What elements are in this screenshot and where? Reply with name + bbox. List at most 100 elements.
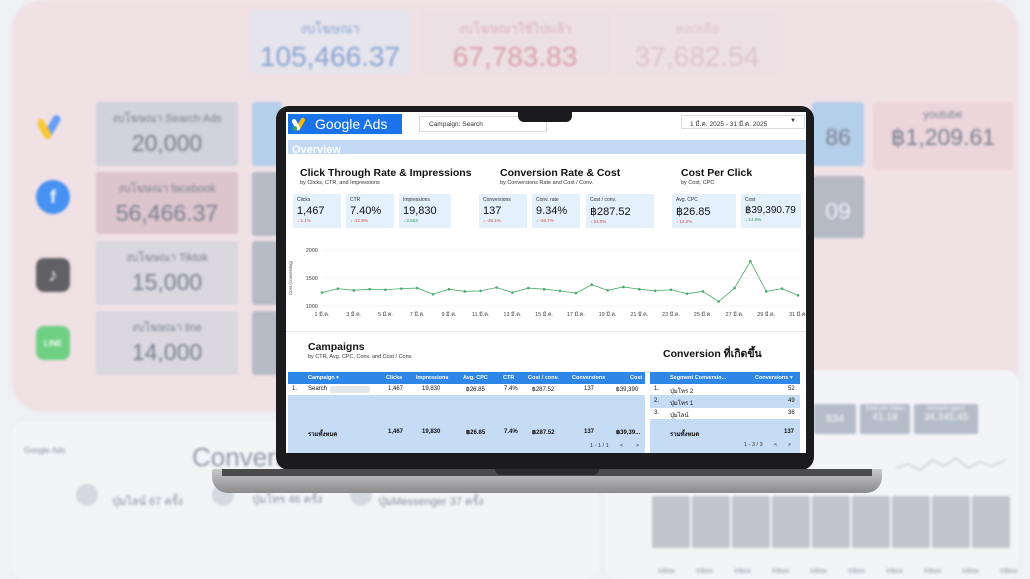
bg-partial-card: 86 [812,102,864,166]
total-ctr: 7.4% [504,429,518,435]
pager-prev-icon[interactable]: < [774,442,778,448]
bg-inbox-label: Inbox [848,568,866,575]
data-point [558,289,562,293]
bg-inbox-label: Inbox [696,568,714,575]
bg-stat-tile: Cost per Inbox 41.18 [860,404,910,434]
bg-top-card: คงเหลือ 37,682.54 [617,10,777,74]
data-point [653,289,657,293]
date-range-picker[interactable]: 1 มี.ค. 2025 - 31 มี.ค. 2025 ▼ [681,115,805,129]
table-row[interactable]: 1. ปุ่มโทร 2 52 [650,384,800,395]
bg-conversion-item: ปุ่มไลน์ 67 ครั้ง [112,496,184,508]
kpi-label: Impressions [403,197,430,203]
bg-platform-card-label: งบโฆษณา Tiktok [125,252,209,264]
kpi-label: Cost [745,197,756,203]
data-point [796,294,800,297]
data-point [733,286,736,290]
x-tick-label: 21 มี.ค. [630,311,648,318]
cell-impressions: 19,830 [422,386,441,392]
kpi-card[interactable]: Conversions 137 ↓ -35.1% [479,194,527,228]
campaign-filter-dropdown[interactable]: Campaign: Search [419,116,547,132]
bg-photo [892,496,930,548]
data-point [447,287,451,291]
google-ads-brand-text: Google Ads [315,116,388,132]
bg-stat-value: 834 [825,413,845,425]
table-row[interactable]: 2. ปุ่มโทร 1 49 [650,396,800,407]
bg-platform-card: งบโฆษณา line 14,000 [96,311,238,375]
cell-cost: ฿39,390 [616,387,639,393]
data-point [336,287,340,290]
total-cost-conv: ฿287.52 [532,430,555,436]
kpi-card[interactable]: Impressions 19,830 ↓ 2,563 [399,194,451,228]
data-point [352,289,356,292]
bg-partial-value: 09 [825,198,851,224]
data-point [495,286,498,289]
cell-avg-cpc: ฿26.85 [466,387,485,393]
bg-platform-card: งบโฆษณา Search Ads 20,000 [96,102,238,166]
table-row[interactable]: 1. Search 1,467 19,830 ฿26.85 7.4% ฿287.… [288,384,645,395]
bg-top-card-value: 37,682.54 [634,41,760,72]
row-index: 2. [654,398,660,404]
bg-stat-label: Amount spent [927,406,965,412]
total-clicks: 1,467 [388,429,404,435]
x-tick-label: 7 มี.ค. [410,311,425,318]
bg-photo [972,496,1010,548]
bg-partial-card: 09 [812,176,864,238]
bg-stat-tile: Amount spent 34,345.45 [914,404,978,434]
data-point [717,300,720,303]
overview-label: Overview [292,144,341,156]
kpi-card[interactable]: Cost ฿39,390.79 ↓ 14.5% [741,194,801,228]
column-header-conversions[interactable]: Conversions ▾ [755,375,793,381]
redacted-block [330,386,370,393]
pager-next-icon[interactable]: > [788,442,792,448]
column-header-conversions[interactable]: Conversions [572,375,606,381]
pager-next-icon[interactable]: > [636,443,640,449]
kpi-card[interactable]: Avg. CPC ฿26.85 ↓ 12.2% [672,194,736,228]
kpi-delta: ↓ -26.7% [536,218,554,223]
bg-stat-label: Cost per Inbox [865,406,905,412]
column-header-avg-cpc[interactable]: Avg. CPC [463,375,488,381]
bg-partial-value: 86 [825,124,851,150]
bg-inbox-label: Inbox [1000,568,1018,575]
bg-top-card-label: คงเหลือ [675,21,719,36]
bg-inbox-label: Inbox [886,568,904,575]
bg-platform-card-label: งบโฆษณา line [131,322,203,334]
column-header-ctr[interactable]: CTR [503,375,515,381]
ctr-section-subtitle: by Clicks, CTR, and Impressions [300,180,380,186]
column-header-impressions[interactable]: Impressions [416,375,449,381]
cell-ctr: 7.4% [504,386,518,392]
conv-section-subtitle: by Conversions Rate and Cost / Conv. [500,180,594,186]
bg-platform-card-value: 56,466.37 [115,200,219,226]
kpi-label: Conv. rate [536,197,559,203]
pager-prev-icon[interactable]: < [620,443,624,449]
kpi-delta: ↓ 12.2% [676,219,693,224]
column-header-cost[interactable]: Cost [630,375,643,381]
column-header-segment[interactable]: Segment Conversio... [670,375,727,381]
kpi-card[interactable]: Conv. rate 9.34% ↓ -26.7% [532,194,580,228]
column-header-campaign[interactable]: Campaign ▾ [308,375,339,381]
table-row[interactable]: 3. ปุ่มไลน์ 36 [650,408,800,419]
bg-top-card-label: งบโฆษณาใช้ไปแล้ว [458,21,572,36]
kpi-label: Cost / conv. [590,197,617,203]
series-line [321,260,799,303]
cost-trend-line-chart[interactable]: 2000 1500 1000 Cost (converting) 1 มี.ค. 3 มี… [286,240,806,320]
kpi-label: Avg. CPC [676,197,698,203]
section-divider [286,331,806,332]
data-point [780,287,784,290]
column-header-cost-conv[interactable]: Cost / conv. [528,375,559,381]
bg-platform-card-value: 20,000 [131,130,203,156]
segment-name: ปุ่มไลน์ [670,413,689,419]
data-point [638,287,641,291]
data-point [368,287,371,291]
column-header-clicks[interactable]: Clicks [386,375,403,381]
x-tick-label: 15 มี.ค. [535,311,553,318]
line-logo-icon: LINE [36,326,70,360]
total-impressions: 19,830 [422,429,441,435]
segment-value: 36 [788,410,795,416]
kpi-card[interactable]: Cost / conv. ฿287.52 ↓ 53.0% [586,194,654,228]
total-cost: ฿39,39... [616,430,641,436]
kpi-value: ฿287.52 [590,206,631,218]
bg-inbox-label: Inbox [924,568,942,575]
kpi-card[interactable]: Clicks 1,467 ↓ 2.1% [293,194,341,228]
kpi-delta: ↓ -12.9% [350,218,368,223]
kpi-card[interactable]: CTR 7.40% ↓ -12.9% [346,194,394,228]
